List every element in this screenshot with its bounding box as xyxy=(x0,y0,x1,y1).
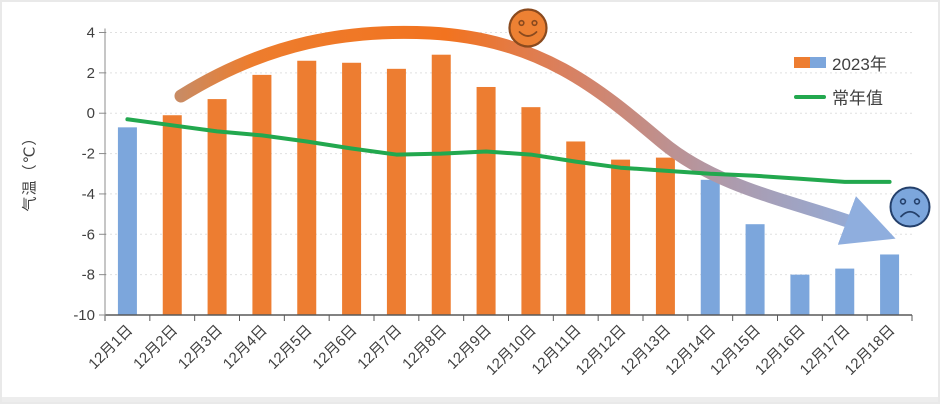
bar-12月6日 xyxy=(342,62,362,316)
y-axis-ticks: 4 2 0 -2 -4 -6 -8 -10 xyxy=(73,25,106,324)
normal-value-line xyxy=(125,117,892,184)
bar-12月8日 xyxy=(431,54,451,315)
legend-item-normal: 常年值 xyxy=(794,84,887,109)
axes xyxy=(104,28,913,321)
bar-12月17日 xyxy=(835,268,855,315)
x-tick-label: 12月4日 xyxy=(220,322,271,373)
y-tick-label: -8 xyxy=(82,267,95,284)
x-tick-label: 12月3日 xyxy=(175,322,226,373)
y-tick-label: 0 xyxy=(87,105,95,122)
x-tick-label: 12月18日 xyxy=(842,322,899,379)
bar-12月12日 xyxy=(611,159,631,315)
bar-12月2日 xyxy=(162,115,182,315)
x-tick-label: 12月1日 xyxy=(85,322,136,373)
bar-12月16日 xyxy=(790,274,810,315)
legend-label-2023: 2023年 xyxy=(832,55,887,74)
bar-series-2023 xyxy=(117,54,900,316)
bar-12月4日 xyxy=(252,74,272,315)
x-tick-label: 12月2日 xyxy=(130,322,181,373)
y-tick-label: 2 xyxy=(87,65,95,82)
bar-12月15日 xyxy=(745,224,765,315)
x-tick-label: 12月5日 xyxy=(265,322,316,373)
x-tick-label: 12月7日 xyxy=(354,322,405,373)
trend-arrow xyxy=(174,25,896,245)
legend-label-normal: 常年值 xyxy=(832,89,883,108)
legend: 2023年 常年值 xyxy=(794,50,887,109)
blue-swatch xyxy=(810,57,826,68)
bar-12月9日 xyxy=(476,86,496,315)
bar-12月10日 xyxy=(521,107,541,316)
x-tick-label: 12月10日 xyxy=(483,322,540,379)
orange-swatch xyxy=(794,57,810,68)
x-tick-label: 12月6日 xyxy=(309,322,360,373)
line-series-normal xyxy=(125,117,892,184)
green-line-swatch xyxy=(794,94,826,99)
y-tick-label: -2 xyxy=(82,146,95,163)
legend-swatch-2023 xyxy=(794,57,826,68)
bar-12月7日 xyxy=(386,68,406,315)
happy-face-icon xyxy=(508,8,548,48)
bar-12月1日 xyxy=(117,127,137,315)
sad-face-icon xyxy=(889,186,931,228)
y-tick-label: 4 xyxy=(87,25,95,42)
x-axis-labels: 12月1日12月2日12月3日12月4日12月5日12月6日12月7日12月8日… xyxy=(85,322,898,379)
x-tick-label: 12月8日 xyxy=(399,322,450,373)
y-axis-title: 气温（℃） xyxy=(21,129,39,212)
y-tick-label: -10 xyxy=(73,307,95,324)
bar-12月3日 xyxy=(207,99,227,315)
bar-12月11日 xyxy=(566,141,586,315)
y-tick-label: -4 xyxy=(82,186,95,203)
bar-12月14日 xyxy=(700,179,720,315)
legend-item-2023: 2023年 xyxy=(794,50,887,75)
y-tick-label: -6 xyxy=(82,226,95,243)
bar-12月5日 xyxy=(297,60,317,315)
bar-12月13日 xyxy=(655,157,675,315)
bar-12月18日 xyxy=(880,254,900,315)
